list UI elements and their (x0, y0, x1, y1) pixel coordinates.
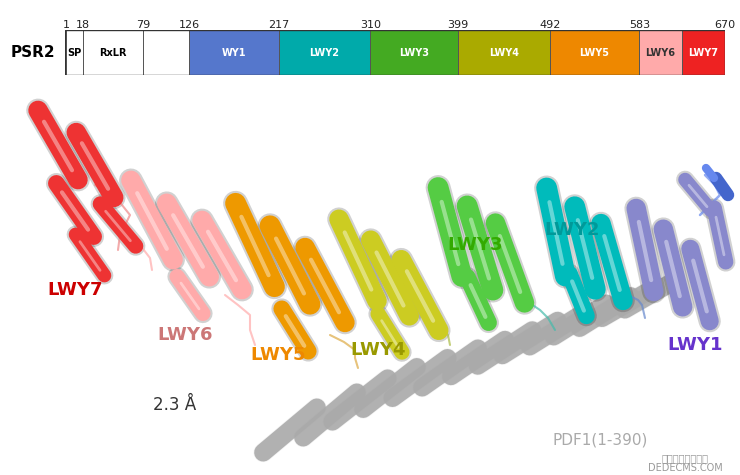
Text: 670: 670 (714, 20, 736, 30)
Text: 2.3 Å: 2.3 Å (153, 396, 197, 414)
Bar (143, 30, 189, 75)
Bar (550, 30, 639, 75)
Text: 织梦内容管理系统: 织梦内容管理系统 (662, 453, 708, 463)
Text: 1: 1 (62, 20, 70, 30)
Text: RxLR: RxLR (99, 48, 127, 57)
Text: LWY2: LWY2 (309, 48, 340, 57)
Text: 79: 79 (135, 20, 150, 30)
Bar (458, 30, 550, 75)
Bar (189, 30, 279, 75)
Text: WY1: WY1 (222, 48, 246, 57)
Text: LWY6: LWY6 (645, 48, 676, 57)
Bar (83, 30, 143, 75)
Text: 18: 18 (75, 20, 90, 30)
Text: 310: 310 (360, 20, 381, 30)
Text: LWY4: LWY4 (350, 341, 406, 359)
Text: LWY2: LWY2 (544, 221, 599, 239)
Text: LWY3: LWY3 (399, 48, 429, 57)
Text: PDF1(1-390): PDF1(1-390) (552, 433, 648, 447)
Text: PSR2: PSR2 (10, 45, 56, 60)
Text: SP: SP (67, 48, 81, 57)
Text: 583: 583 (629, 20, 650, 30)
Text: LWY3: LWY3 (447, 236, 502, 254)
Text: LWY5: LWY5 (579, 48, 610, 57)
Text: LWY4: LWY4 (489, 48, 519, 57)
Text: LWY7: LWY7 (47, 281, 103, 299)
Bar (279, 30, 371, 75)
Bar (371, 30, 458, 75)
Text: LWY5: LWY5 (250, 346, 306, 364)
Text: LWY1: LWY1 (667, 336, 723, 354)
Text: LWY6: LWY6 (158, 326, 213, 344)
Bar (639, 30, 682, 75)
Text: 399: 399 (448, 20, 468, 30)
Text: 217: 217 (268, 20, 289, 30)
Text: DEDECMS.COM: DEDECMS.COM (648, 463, 722, 473)
Bar (682, 30, 725, 75)
Text: 492: 492 (539, 20, 560, 30)
Text: LWY7: LWY7 (688, 48, 719, 57)
Bar (66, 30, 83, 75)
Text: 126: 126 (178, 20, 200, 30)
